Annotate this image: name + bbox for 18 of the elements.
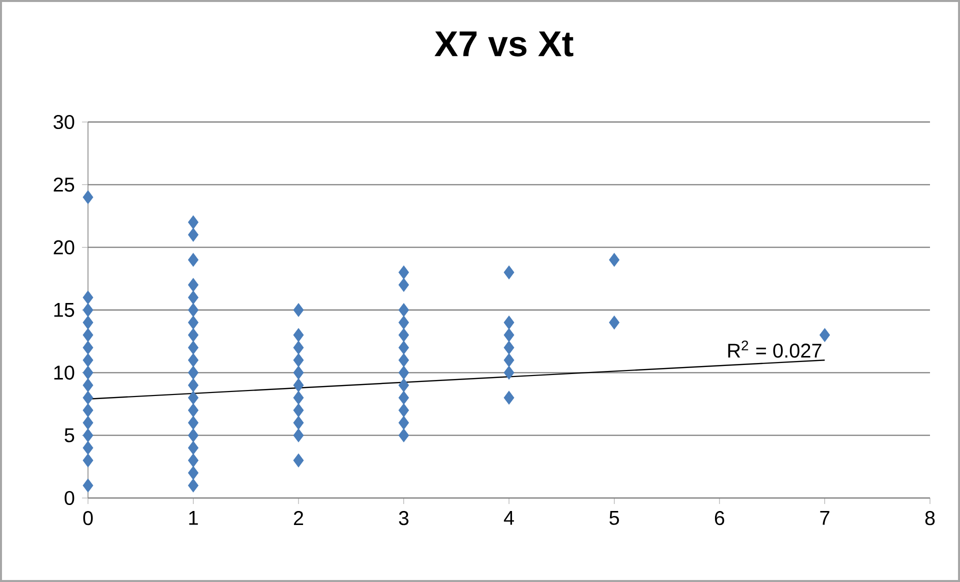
x-tick-label: 2 [294, 511, 304, 525]
y-tick-label: 30 [54, 114, 74, 130]
y-tick-label: 15 [54, 303, 74, 317]
y-tick-label: 25 [54, 178, 74, 192]
x-tick-label: 3 [398, 511, 408, 526]
y-tick-label: 5 [64, 428, 74, 442]
x-tick-label: 4 [504, 511, 514, 525]
x-tick-label: 6 [714, 511, 724, 526]
x-tick-label: 7 [820, 511, 830, 525]
y-tick-label: 0 [64, 490, 74, 506]
chart-title: X7 vs Xt [434, 31, 574, 56]
x-tick-label: 8 [925, 511, 935, 526]
y-tick-label: 20 [54, 240, 74, 254]
annotation: R$^{2}$ = 0.027 [728, 340, 822, 358]
x-tick-label: 0 [83, 511, 93, 526]
x-tick-label: 5 [610, 511, 619, 525]
x-tick-label: 1 [189, 511, 198, 525]
y-tick-label: 10 [54, 366, 74, 380]
